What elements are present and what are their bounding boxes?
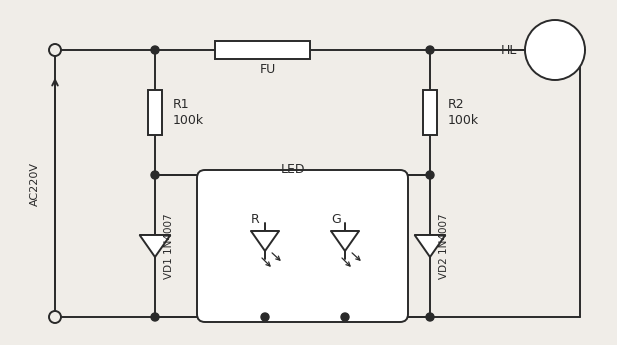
- Circle shape: [261, 313, 269, 321]
- Bar: [148, 90, 162, 135]
- Polygon shape: [331, 231, 359, 251]
- Circle shape: [341, 313, 349, 321]
- Bar: [423, 90, 437, 135]
- Circle shape: [151, 171, 159, 179]
- Circle shape: [426, 171, 434, 179]
- Circle shape: [151, 313, 159, 321]
- Text: VD1 1N4007: VD1 1N4007: [164, 213, 174, 279]
- Text: R1: R1: [173, 98, 189, 111]
- Text: R2: R2: [448, 98, 465, 111]
- Text: G: G: [331, 213, 341, 226]
- Text: R: R: [251, 213, 260, 226]
- Circle shape: [426, 313, 434, 321]
- Text: AC220V: AC220V: [30, 161, 40, 206]
- Text: VD2 1N4007: VD2 1N4007: [439, 213, 449, 279]
- Circle shape: [49, 44, 61, 56]
- Polygon shape: [251, 231, 279, 251]
- Bar: [215, 41, 310, 59]
- Polygon shape: [139, 235, 170, 257]
- Circle shape: [151, 46, 159, 54]
- Text: 100k: 100k: [173, 114, 204, 127]
- Circle shape: [49, 311, 61, 323]
- Text: FU: FU: [259, 62, 276, 76]
- Polygon shape: [415, 235, 445, 257]
- Circle shape: [426, 46, 434, 54]
- Circle shape: [525, 20, 585, 80]
- Text: LED: LED: [280, 163, 305, 176]
- FancyBboxPatch shape: [197, 170, 408, 322]
- Text: HL: HL: [500, 43, 517, 57]
- Text: 100k: 100k: [448, 114, 479, 127]
